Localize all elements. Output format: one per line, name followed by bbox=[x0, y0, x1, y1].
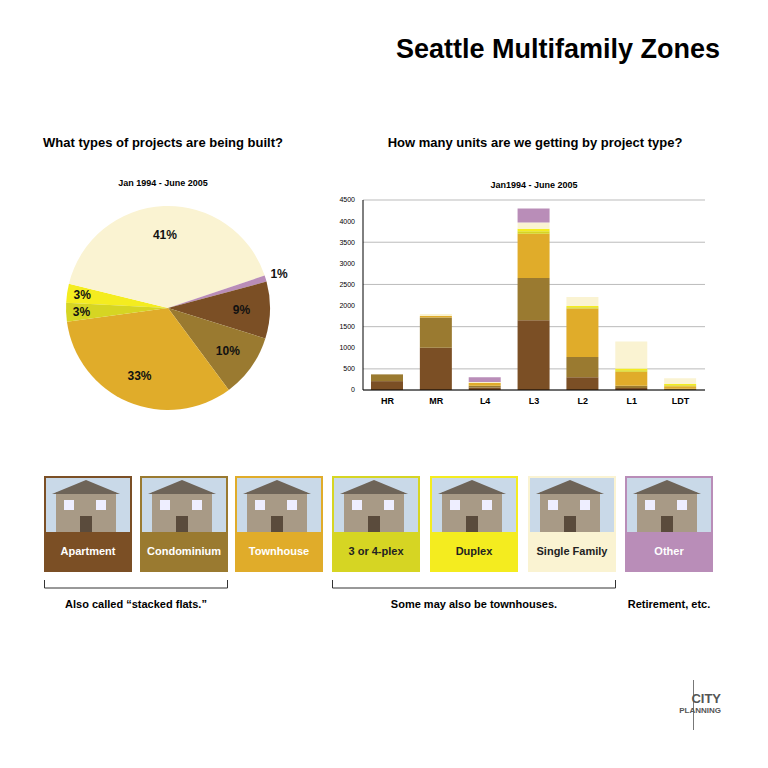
svg-text:1000: 1000 bbox=[339, 344, 355, 351]
html-text:Some may also be townhouses.: Some may also be townhouses. bbox=[390, 598, 558, 610]
html-text:3 or 4-plex: 3 or 4-plex bbox=[348, 545, 404, 557]
svg-text:3000: 3000 bbox=[339, 260, 355, 267]
html-text:How many units are we getting: How many units are we getting by project… bbox=[387, 135, 683, 150]
html-text:Single Family: Single Family bbox=[536, 545, 608, 557]
svg-text:L4: L4 bbox=[480, 396, 491, 406]
html-text:Condominium: Condominium bbox=[147, 545, 221, 557]
html-text:What types of projects are bei: What types of projects are being built? bbox=[43, 135, 283, 150]
svg-text:4500: 4500 bbox=[339, 196, 355, 203]
html-text:Jan 1994 - June 2005: Jan 1994 - June 2005 bbox=[118, 178, 208, 188]
html-text:Retirement, etc.: Retirement, etc. bbox=[627, 598, 711, 610]
html-text:Also called “stacked flats.”: Also called “stacked flats.” bbox=[65, 598, 207, 610]
svg-text:3%: 3% bbox=[74, 288, 92, 302]
html-text:Other: Other bbox=[654, 545, 684, 557]
svg-text:LDT: LDT bbox=[672, 396, 690, 406]
svg-text:L3: L3 bbox=[529, 396, 540, 406]
html-text:Apartment: Apartment bbox=[60, 545, 116, 557]
svg-text:3500: 3500 bbox=[339, 239, 355, 246]
svg-text:9%: 9% bbox=[233, 303, 251, 317]
svg-text:33%: 33% bbox=[128, 369, 152, 383]
svg-text:L2: L2 bbox=[578, 396, 589, 406]
html-text:Duplex: Duplex bbox=[455, 545, 493, 557]
html-text:CITY: CITY bbox=[691, 691, 721, 706]
svg-text:HR: HR bbox=[381, 396, 394, 406]
svg-text:500: 500 bbox=[343, 365, 355, 372]
svg-text:2000: 2000 bbox=[339, 302, 355, 309]
html-text:Seattle Multifamily Zones: Seattle Multifamily Zones bbox=[395, 34, 720, 64]
svg-text:1%: 1% bbox=[270, 267, 288, 281]
html-text:Townhouse: Townhouse bbox=[248, 545, 310, 557]
svg-text:2500: 2500 bbox=[339, 281, 355, 288]
svg-text:1500: 1500 bbox=[339, 323, 355, 330]
svg-text:L1: L1 bbox=[626, 396, 637, 406]
html-text:Jan1994 - June 2005: Jan1994 - June 2005 bbox=[490, 180, 578, 190]
html-text:PLANNING: PLANNING bbox=[679, 706, 721, 715]
svg-text:10%: 10% bbox=[216, 344, 240, 358]
svg-text:41%: 41% bbox=[153, 228, 177, 242]
svg-text:MR: MR bbox=[429, 396, 443, 406]
svg-text:4000: 4000 bbox=[339, 218, 355, 225]
svg-text:0: 0 bbox=[351, 386, 355, 393]
svg-text:3%: 3% bbox=[73, 305, 91, 319]
